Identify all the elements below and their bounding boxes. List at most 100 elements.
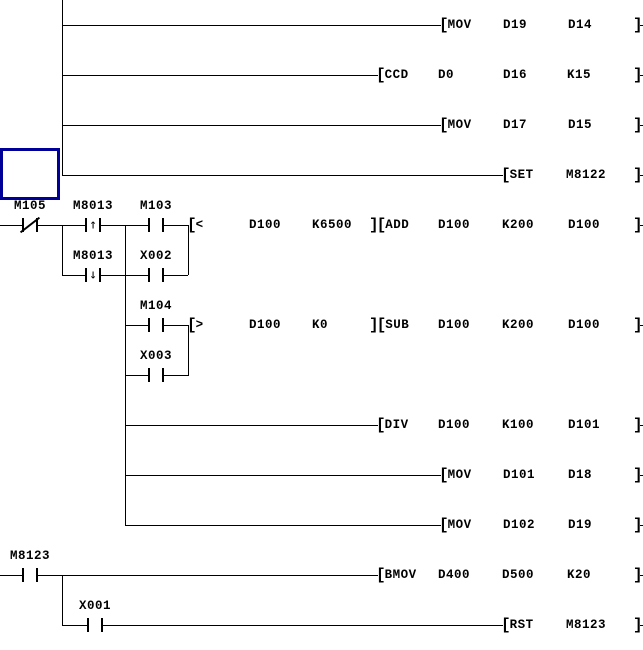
instruction-name-cell[interactable]: [MOV [439, 117, 472, 133]
bracket: ] [633, 166, 643, 184]
wire-horizontal [640, 125, 643, 126]
operand-cell[interactable]: K0 [312, 319, 328, 332]
operand-cell[interactable]: D19 [568, 519, 592, 532]
rung-end-bracket[interactable]: ] [633, 317, 643, 333]
operand-cell[interactable]: D100 [249, 219, 281, 232]
contact-label: M104 [139, 299, 173, 313]
operand-cell[interactable]: K200 [502, 319, 534, 332]
cell-text: MOV [447, 17, 472, 32]
operand-cell[interactable]: D100 [568, 219, 600, 232]
contact-m103[interactable]: M103 [140, 200, 172, 232]
rung-end-bracket[interactable]: ] [633, 217, 643, 233]
wire-vertical [125, 225, 126, 525]
operand-cell[interactable]: M8123 [566, 619, 606, 632]
edit-cursor[interactable] [0, 148, 60, 200]
bracket: ] [633, 516, 643, 534]
instruction-name-cell[interactable]: [SET [501, 167, 534, 183]
wire-horizontal [62, 75, 378, 76]
instruction-name-cell[interactable]: [MOV [439, 517, 472, 533]
contact-m105-nc[interactable]: M105 [14, 200, 46, 234]
wire-vertical [62, 225, 63, 275]
wire-horizontal [125, 425, 378, 426]
contact-m8013-rising[interactable]: M8013 ↑ [73, 200, 113, 233]
operand-cell[interactable]: D16 [503, 69, 527, 82]
instruction-name-cell[interactable]: ][SUB [369, 317, 409, 333]
operand-cell[interactable]: D100 [438, 419, 470, 432]
rising-edge-arrow-icon: ↑ [89, 217, 97, 233]
rung-end-bracket[interactable]: ] [633, 617, 643, 633]
contact-x003[interactable]: X003 [140, 350, 172, 382]
operand-cell[interactable]: D19 [503, 19, 527, 32]
operand-cell[interactable]: D100 [438, 219, 470, 232]
cell-text: BMOV [384, 567, 417, 582]
cell-text: D100 [438, 317, 471, 332]
bracket: [ [501, 166, 511, 184]
rung-end-bracket[interactable]: ] [633, 66, 643, 84]
rung-end-bracket[interactable]: ] [633, 567, 643, 583]
operand-cell[interactable]: K20 [567, 569, 591, 582]
operand-cell[interactable]: D0 [438, 69, 454, 82]
contact-x001[interactable]: X001 [79, 600, 111, 632]
operand-cell[interactable]: D100 [249, 319, 281, 332]
contact-m8123[interactable]: M8123 [10, 550, 50, 582]
wire-horizontal [640, 425, 643, 426]
cell-text: DIV [384, 417, 409, 432]
bracket: [ [187, 316, 197, 334]
operand-cell[interactable]: K200 [502, 219, 534, 232]
contact-label: M8013 [72, 249, 114, 263]
operand-cell[interactable]: K100 [502, 419, 534, 432]
instruction-name-cell[interactable]: [MOV [439, 17, 472, 33]
contact-x002[interactable]: X002 [140, 250, 172, 282]
operand-cell[interactable]: M8122 [566, 169, 606, 182]
bracket: ] [633, 66, 643, 84]
operand-cell[interactable]: D14 [568, 19, 592, 32]
operand-cell[interactable]: D15 [568, 119, 592, 132]
rung-end-bracket[interactable]: ] [633, 516, 643, 534]
instruction-name-cell[interactable]: [DIV [376, 417, 409, 433]
instruction-name-cell[interactable]: ][ADD [369, 217, 409, 233]
operand-cell[interactable]: D500 [502, 569, 534, 582]
cell-text: D100 [438, 217, 471, 232]
cell-text: SUB [385, 317, 410, 332]
operand-cell[interactable]: K6500 [312, 219, 352, 232]
bracket: [ [439, 516, 449, 534]
instruction-name-cell[interactable]: [< [187, 217, 204, 233]
contact-m8013-falling[interactable]: M8013 ↓ [73, 250, 113, 283]
cell-text: K100 [502, 417, 535, 432]
operand-cell[interactable]: D400 [438, 569, 470, 582]
instruction-name-cell[interactable]: [MOV [439, 467, 472, 483]
cell-text: > [195, 317, 204, 332]
cell-text: D15 [568, 117, 593, 132]
operand-cell[interactable]: D101 [568, 419, 600, 432]
wire-horizontal [62, 175, 503, 176]
instruction-name-cell[interactable]: [CCD [376, 67, 409, 83]
bracket: ] [633, 116, 643, 134]
bracket: ][ [369, 316, 386, 334]
operand-cell[interactable]: D100 [568, 319, 600, 332]
cell-text: MOV [447, 467, 472, 482]
contact-label: X001 [78, 599, 112, 613]
rung-end-bracket[interactable]: ] [633, 467, 643, 483]
contact-label: M8013 [72, 199, 114, 213]
operand-cell[interactable]: D100 [438, 319, 470, 332]
operand-cell[interactable]: D18 [568, 469, 592, 482]
cell-text: K200 [502, 317, 535, 332]
rung-end-bracket[interactable]: ] [633, 166, 643, 184]
bracket: [ [501, 616, 511, 634]
rung-end-bracket[interactable]: ] [633, 417, 643, 433]
operand-cell[interactable]: D101 [503, 469, 535, 482]
instruction-name-cell[interactable]: [BMOV [376, 567, 417, 583]
operand-cell[interactable]: D102 [503, 519, 535, 532]
wire-horizontal [640, 225, 643, 226]
cell-text: K200 [502, 217, 535, 232]
instruction-name-cell[interactable]: [RST [501, 617, 534, 633]
operand-cell[interactable]: K15 [567, 69, 591, 82]
operand-cell[interactable]: D17 [503, 119, 527, 132]
rung-end-bracket[interactable]: ] [633, 116, 643, 134]
wire-vertical [62, 575, 63, 625]
instruction-name-cell[interactable]: [> [187, 317, 204, 333]
cell-text: D100 [249, 317, 282, 332]
rung-end-bracket[interactable]: ] [633, 17, 643, 33]
contact-m104[interactable]: M104 [140, 300, 172, 332]
